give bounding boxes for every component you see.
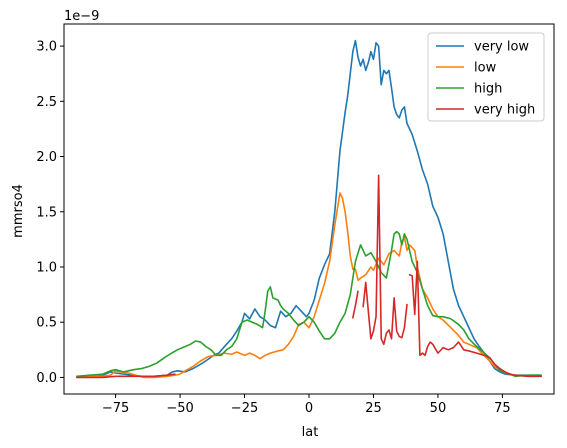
x-tick-label: −50 bbox=[166, 401, 193, 416]
x-axis-label: lat bbox=[302, 425, 319, 440]
y-tick-label: 0.0 bbox=[36, 371, 57, 386]
y-tick-label: 2.5 bbox=[36, 95, 57, 110]
legend-label: low bbox=[474, 61, 497, 76]
x-tick-label: 25 bbox=[365, 401, 382, 416]
x-tick-label: 75 bbox=[494, 401, 511, 416]
legend-label: very high bbox=[474, 103, 535, 118]
x-tick-label: 50 bbox=[430, 401, 447, 416]
y-tick-label: 0.5 bbox=[36, 316, 57, 331]
y-tick-label: 2.0 bbox=[36, 150, 57, 165]
legend-label: very low bbox=[474, 40, 529, 55]
y-tick-label: 3.0 bbox=[36, 40, 57, 55]
y-axis-offset-text: 1e−9 bbox=[64, 9, 99, 24]
y-tick-label: 1.5 bbox=[36, 205, 57, 220]
legend-label: high bbox=[474, 82, 502, 97]
y-tick-label: 1.0 bbox=[36, 260, 57, 275]
x-tick-label: −75 bbox=[102, 401, 129, 416]
x-tick-label: 0 bbox=[305, 401, 313, 416]
x-tick-label: −25 bbox=[231, 401, 258, 416]
y-axis-label: mmrso4 bbox=[11, 184, 26, 238]
legend: very low low high very high bbox=[428, 33, 544, 121]
